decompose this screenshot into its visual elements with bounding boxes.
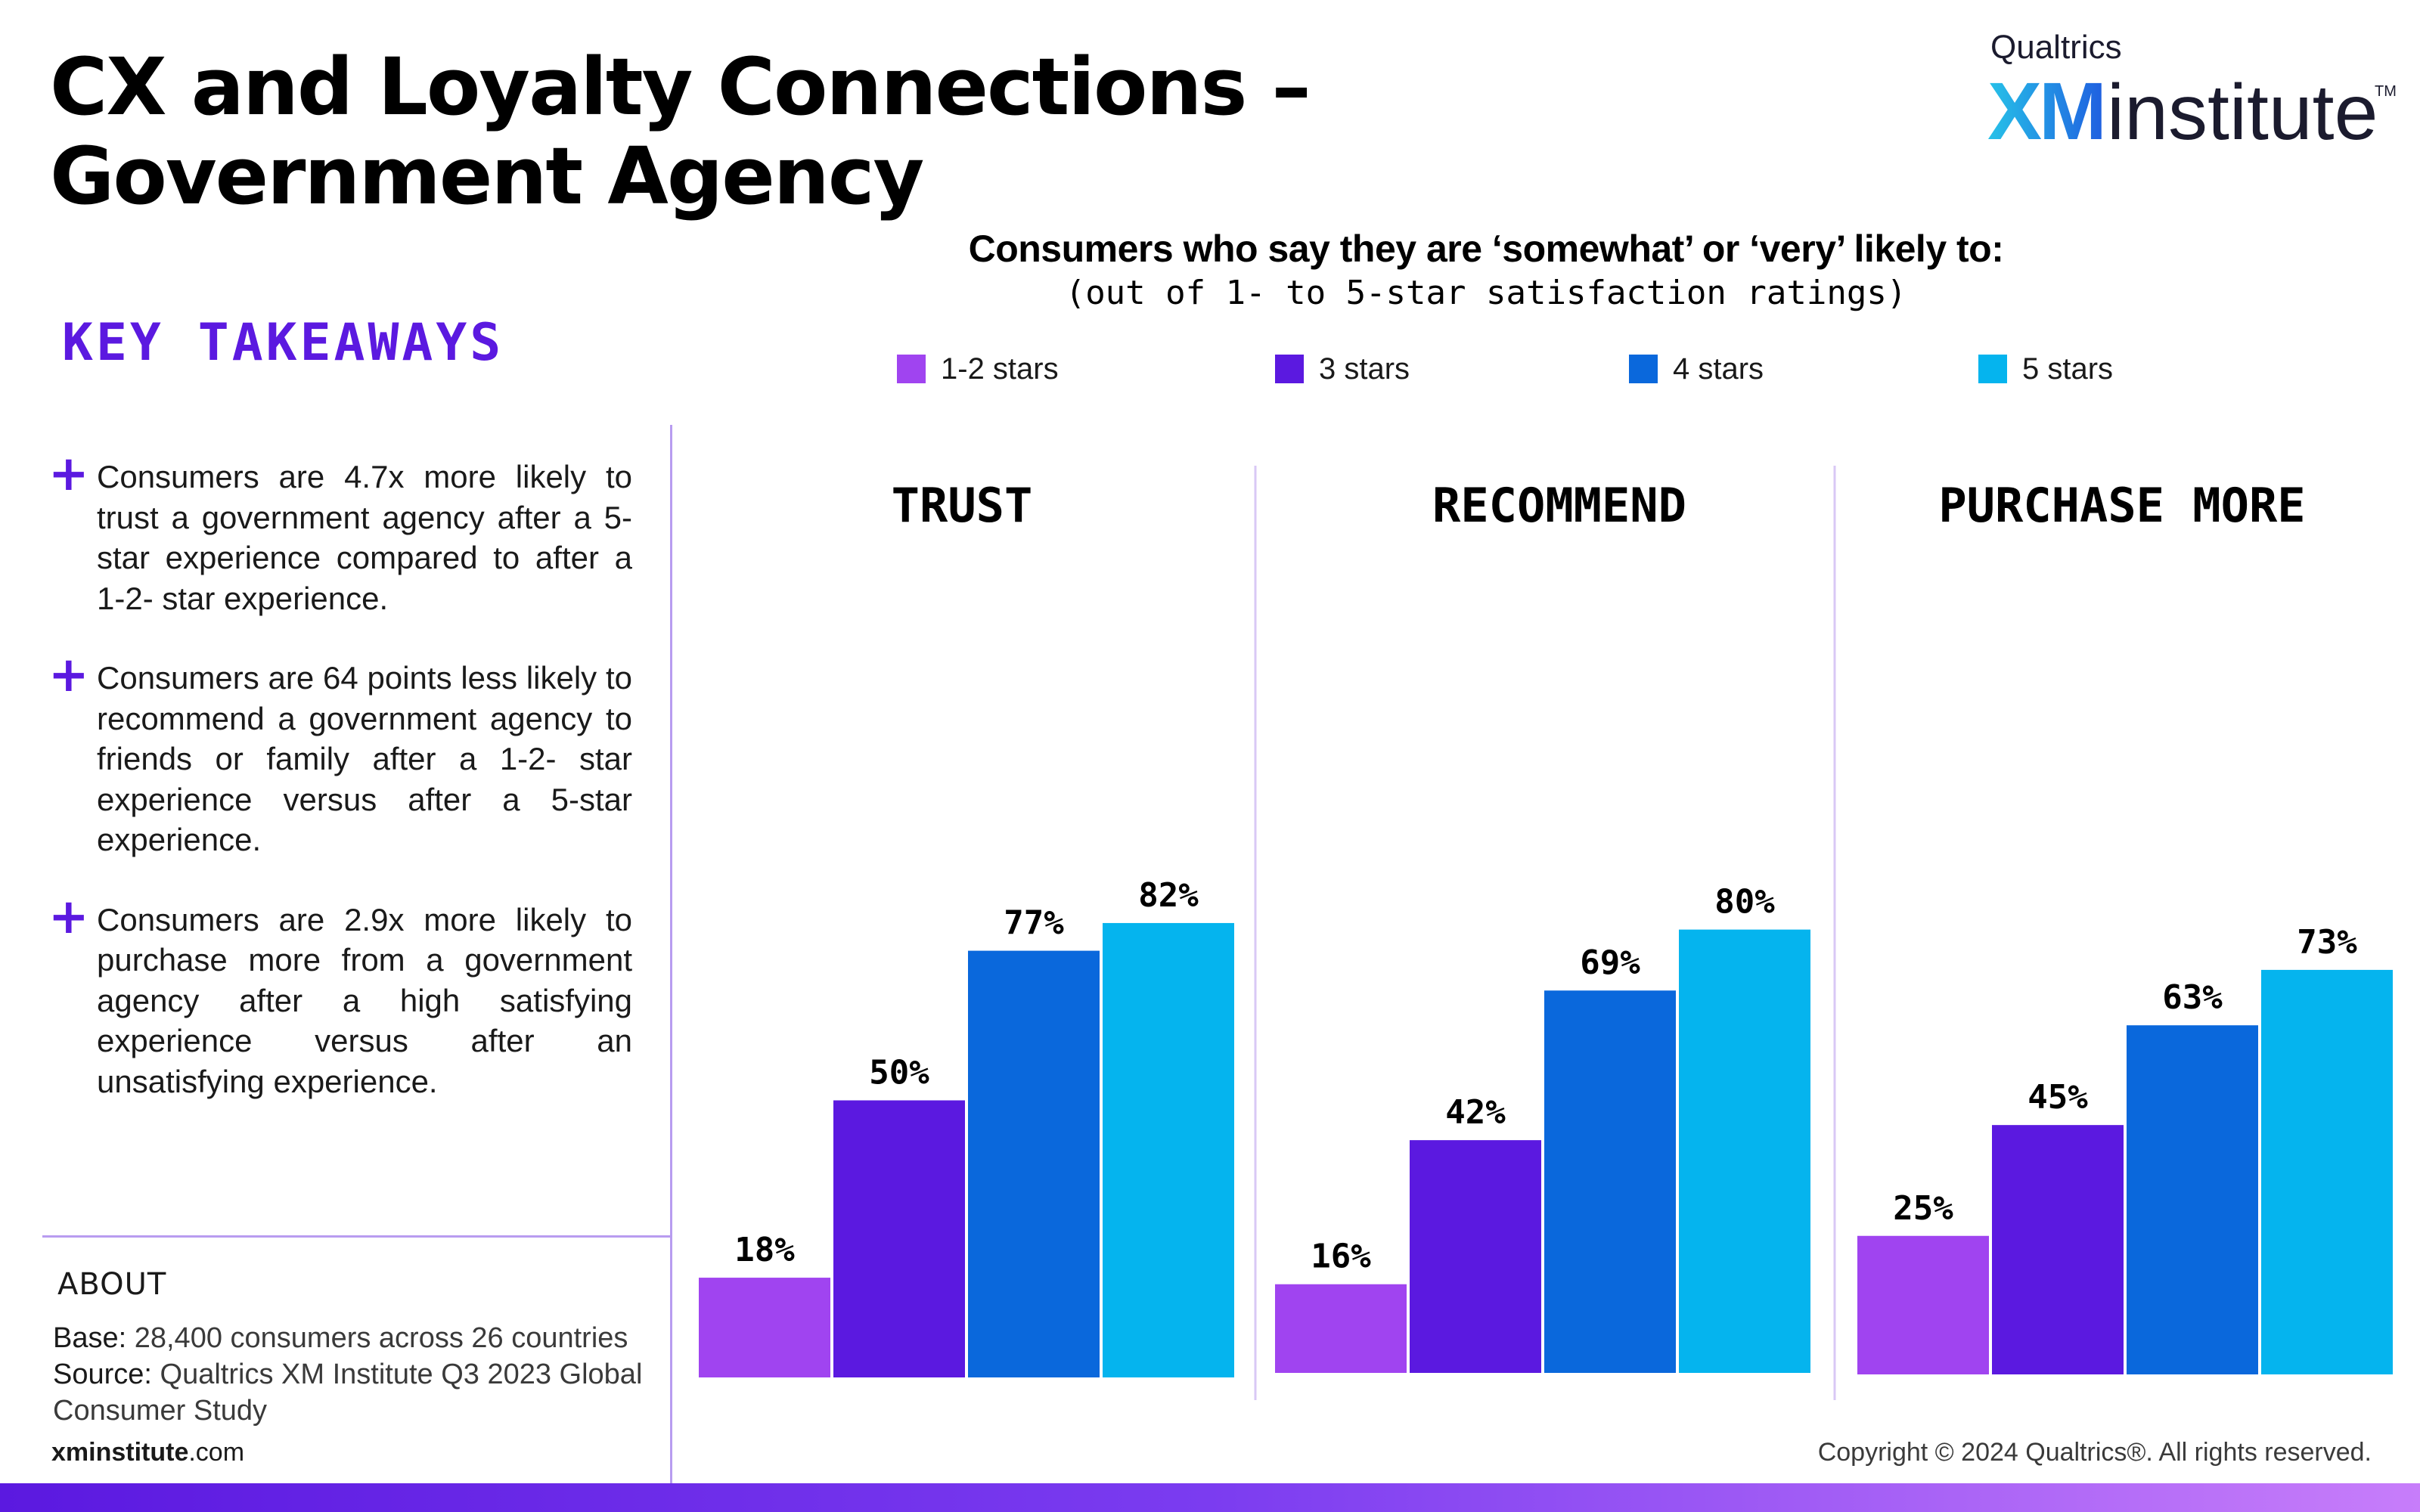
- legend-swatch: [897, 355, 926, 383]
- panel-title-purchase-more: PURCHASE MORE: [1938, 478, 2305, 533]
- takeaway-item: + Consumers are 2.9x more likely to purc…: [45, 889, 632, 1102]
- panel-title-trust: TRUST: [892, 478, 1033, 533]
- takeaway-text: Consumers are 2.9x more likely to purcha…: [97, 901, 632, 1099]
- source-text: Qualtrics XM Institute Q3 2023 Global Co…: [53, 1359, 643, 1427]
- legend-item-5-stars: 5 stars: [1978, 352, 2113, 386]
- bar-trust-series-3: [968, 950, 1100, 1377]
- legend-item-1-2-stars: 1-2 stars: [897, 352, 1059, 386]
- bar-recommend-series-3: [1544, 990, 1676, 1373]
- bar-value-label: 63%: [2162, 978, 2223, 1017]
- site-name: xminstitute: [51, 1438, 189, 1467]
- page-title: CX and Loyalty Connections – Government …: [50, 41, 1311, 222]
- bar-value-label: 69%: [1580, 943, 1640, 982]
- bar-value-label: 50%: [869, 1054, 929, 1092]
- takeaways-list: + Consumers are 4.7x more likely to trus…: [45, 446, 632, 1141]
- base-text: 28,400 consumers across 26 countries: [134, 1322, 628, 1354]
- bar-trust-series-1: [699, 1278, 830, 1377]
- bar-value-label: 77%: [1004, 904, 1064, 943]
- about-source: Source: Qualtrics XM Institute Q3 2023 G…: [53, 1356, 658, 1429]
- about-heading: ABOUT: [57, 1267, 167, 1302]
- bar-recommend-series-1: [1275, 1284, 1407, 1373]
- takeaway-item: + Consumers are 4.7x more likely to trus…: [45, 446, 632, 618]
- chart-title: Consumers who say they are ‘somewhat’ or…: [968, 228, 2004, 270]
- bar-trust-series-4: [1103, 922, 1234, 1377]
- logo-trademark: TM: [2375, 83, 2397, 100]
- plus-icon: +: [48, 888, 89, 945]
- legend-swatch: [1978, 355, 2007, 383]
- plus-icon: +: [48, 647, 89, 703]
- chart-subtitle: (out of 1- to 5-star satisfaction rating…: [1065, 274, 1907, 312]
- bar-value-label: 25%: [1893, 1189, 1953, 1228]
- qualtrics-xm-institute-logo: Qualtrics XMinstitute TM: [1987, 29, 2397, 156]
- bar-value-label: 45%: [2028, 1078, 2088, 1117]
- takeaway-text: Consumers are 64 points less likely to r…: [97, 660, 632, 857]
- plus-icon: +: [48, 446, 89, 502]
- column-divider: [670, 425, 672, 1483]
- about-divider: [42, 1235, 672, 1238]
- bar-recommend-series-4: [1679, 929, 1810, 1373]
- logo-xm-text: XM: [1987, 65, 2107, 156]
- logo-institute-text: institute: [2107, 69, 2378, 156]
- legend-label: 5 stars: [2022, 352, 2114, 386]
- bar-value-label: 42%: [1445, 1093, 1506, 1132]
- copyright-text: Copyright © 2024 Qualtrics®. All rights …: [1817, 1438, 2372, 1467]
- site-domain: .com: [188, 1438, 245, 1467]
- legend-label: 1-2 stars: [941, 352, 1059, 386]
- bar-trust-series-2: [833, 1100, 965, 1377]
- legend-item-4-stars: 4 stars: [1629, 352, 1764, 386]
- takeaway-item: + Consumers are 64 points less likely to…: [45, 647, 632, 860]
- bar-purchase-more-series-3: [2127, 1025, 2258, 1374]
- legend-label: 4 stars: [1673, 352, 1764, 386]
- legend-label: 3 stars: [1319, 352, 1410, 386]
- legend-swatch: [1275, 355, 1304, 383]
- legend-swatch: [1629, 355, 1658, 383]
- legend-item-3-stars: 3 stars: [1275, 352, 1410, 386]
- bar-recommend-series-2: [1410, 1140, 1541, 1373]
- bar-value-label: 82%: [1138, 876, 1199, 915]
- about-base: Base: 28,400 consumers across 26 countri…: [53, 1320, 658, 1356]
- bar-purchase-more-series-4: [2261, 969, 2393, 1374]
- takeaway-text: Consumers are 4.7x more likely to trust …: [97, 459, 632, 616]
- logo-qualtrics-text: Qualtrics: [1990, 29, 2122, 66]
- source-label: Source:: [53, 1359, 152, 1390]
- bar-value-label: 80%: [1714, 883, 1775, 922]
- base-label: Base:: [53, 1322, 127, 1354]
- site-link[interactable]: xminstitute.com: [51, 1438, 244, 1467]
- bar-value-label: 73%: [2297, 923, 2357, 962]
- about-details: Base: 28,400 consumers across 26 countri…: [53, 1320, 658, 1429]
- bar-purchase-more-series-1: [1857, 1235, 1989, 1374]
- key-takeaways-heading: KEY TAKEAWAYS: [62, 313, 504, 373]
- bar-value-label: 18%: [734, 1231, 795, 1269]
- bar-value-label: 16%: [1311, 1238, 1371, 1276]
- footer-gradient-bar: [0, 1483, 2420, 1512]
- panel-title-recommend: RECOMMEND: [1432, 478, 1686, 533]
- logo-wordmark: XMinstitute: [1987, 64, 2378, 158]
- bar-purchase-more-series-2: [1992, 1125, 2124, 1374]
